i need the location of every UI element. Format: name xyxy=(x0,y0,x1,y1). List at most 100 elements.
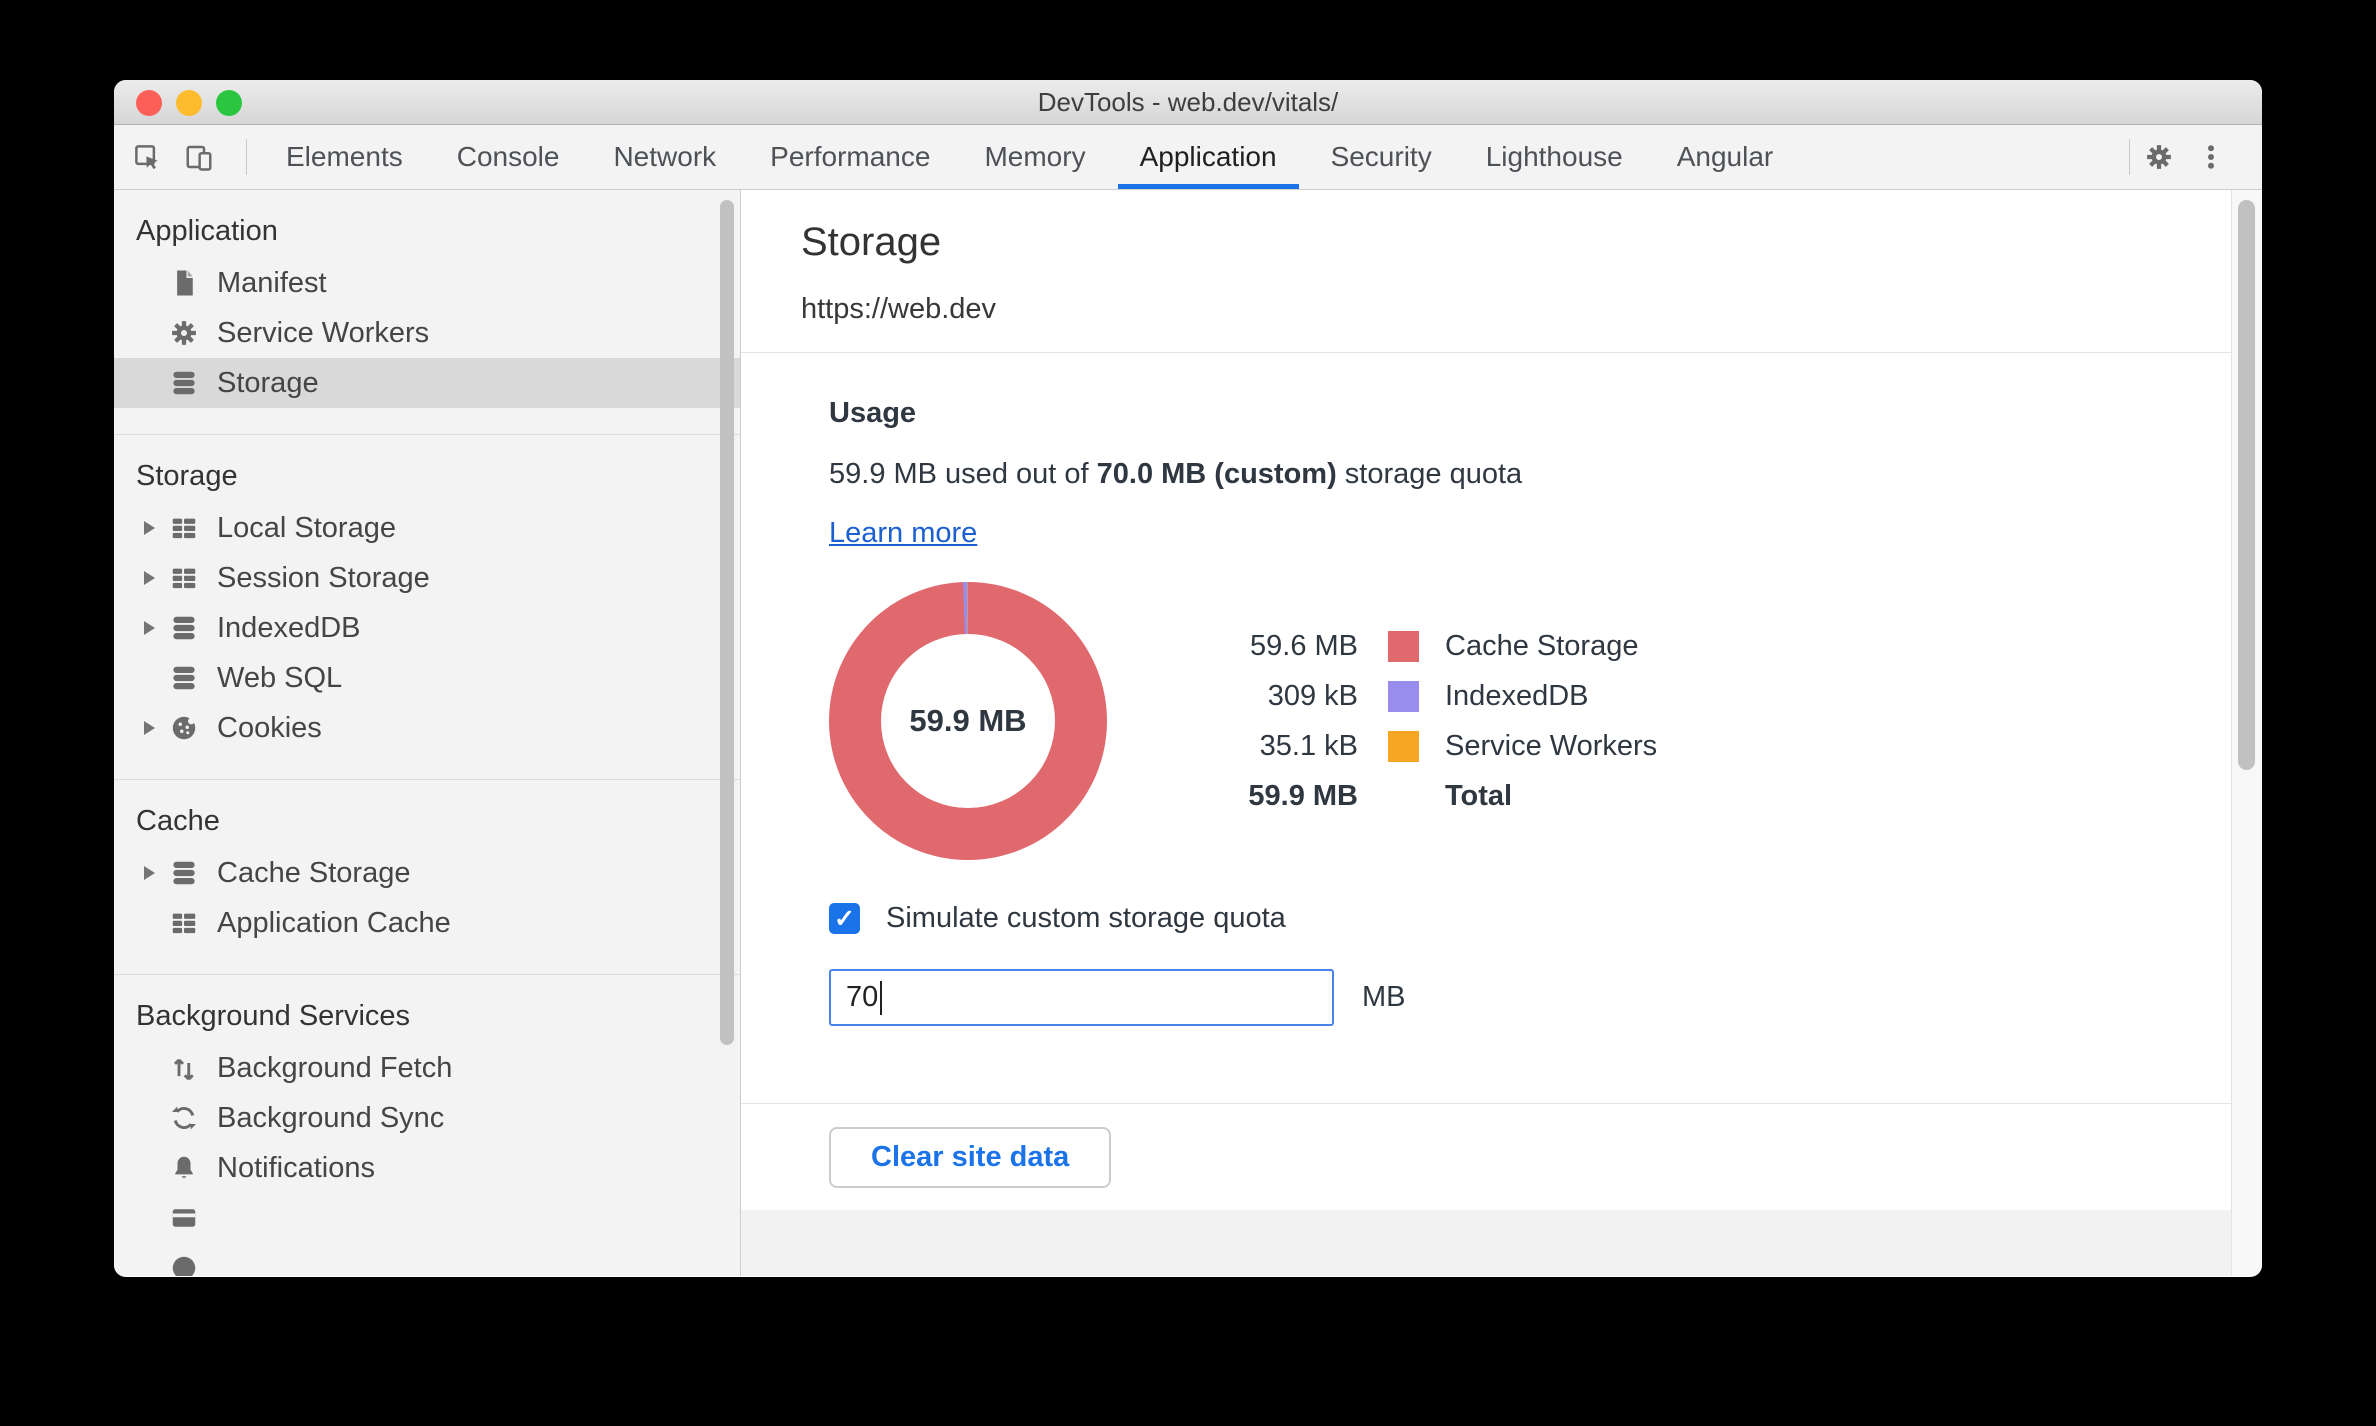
circle-icon xyxy=(169,1253,199,1276)
sidebar-section-application: Application Manifest Service Workers xyxy=(114,204,740,408)
section-header-application: Application xyxy=(136,214,278,247)
sidebar-item-label: Manifest xyxy=(217,266,327,299)
settings-button[interactable] xyxy=(2142,131,2194,183)
expander-triangle-icon[interactable] xyxy=(144,521,155,535)
usage-legend: 59.6 MB Cache Storage 309 kB IndexedDB 3… xyxy=(1193,630,1657,813)
sidebar-item-background-fetch[interactable]: Background Fetch xyxy=(114,1043,740,1093)
quota-prefix: 59.9 MB used out of xyxy=(829,458,1097,490)
storage-donut: 59.9 MB xyxy=(829,582,1107,860)
legend-row: 35.1 kB Service Workers xyxy=(1193,730,1657,763)
expander-triangle-icon[interactable] xyxy=(144,621,155,635)
tab-security[interactable]: Security xyxy=(1330,141,1432,172)
sidebar-item-label: Cookies xyxy=(217,711,322,744)
simulate-quota-row: ✓ Simulate custom storage quota xyxy=(829,902,2231,935)
gear-icon xyxy=(2144,142,2174,172)
more-options-button[interactable] xyxy=(2194,131,2246,183)
usage-chart-row: 59.9 MB 59.6 MB Cache Storage 309 kB Ind… xyxy=(829,582,2231,860)
file-icon xyxy=(169,268,199,298)
credit-card-icon xyxy=(169,1203,199,1233)
tab-elements[interactable]: Elements xyxy=(286,141,403,172)
inspect-element-button[interactable] xyxy=(130,131,182,183)
section-header-storage: Storage xyxy=(136,459,238,492)
text-caret xyxy=(880,980,883,1015)
sidebar-item-local-storage[interactable]: Local Storage xyxy=(114,503,740,553)
database-icon xyxy=(169,368,199,398)
tab-console[interactable]: Console xyxy=(456,141,560,172)
sidebar-item-partial[interactable] xyxy=(114,1243,740,1276)
sidebar-item-web-sql[interactable]: Web SQL xyxy=(114,653,740,703)
sidebar-scrollbar-thumb[interactable] xyxy=(720,200,734,1045)
panel-footer xyxy=(741,1210,2231,1276)
main-scrollbar-thumb[interactable] xyxy=(2238,200,2255,770)
sidebar-section-storage: Storage Local Storage Session Storage xyxy=(114,434,740,753)
legend-swatch xyxy=(1388,680,1419,712)
clear-site-data-button[interactable]: Clear site data xyxy=(829,1126,1112,1188)
sidebar-item-label: IndexedDB xyxy=(217,611,361,644)
page-title: Storage xyxy=(801,220,942,264)
sidebar-item-service-workers[interactable]: Service Workers xyxy=(114,308,740,358)
sidebar-item-label: Background Fetch xyxy=(217,1051,453,1084)
learn-more-link[interactable]: Learn more xyxy=(829,517,978,549)
tab-lighthouse[interactable]: Lighthouse xyxy=(1485,141,1623,172)
tab-angular[interactable]: Angular xyxy=(1676,141,1774,172)
sidebar-item-label: Web SQL xyxy=(217,661,343,694)
sidebar-item-cache-storage[interactable]: Cache Storage xyxy=(114,848,740,898)
quota-suffix: storage quota xyxy=(1336,458,1523,490)
legend-total-row: 59.9 MB Total xyxy=(1193,780,1657,813)
section-header-background-services: Background Services xyxy=(136,999,411,1032)
quota-summary: 59.9 MB used out of 70.0 MB (custom) sto… xyxy=(829,458,2231,491)
sidebar-item-payment-handler[interactable] xyxy=(114,1193,740,1243)
sidebar-item-notifications[interactable]: Notifications xyxy=(114,1143,740,1193)
sidebar-item-storage[interactable]: Storage xyxy=(114,358,740,408)
tab-network[interactable]: Network xyxy=(613,141,717,172)
quota-input[interactable]: 70 xyxy=(829,969,1334,1026)
table-icon xyxy=(169,513,199,543)
main-scrollbar-track[interactable] xyxy=(2231,190,2262,1276)
database-icon xyxy=(169,858,199,888)
devtools-window: DevTools - web.dev/vitals/ Elements Cons… xyxy=(114,80,2262,1277)
tab-application[interactable]: Application xyxy=(1113,125,1304,189)
quota-custom-value: 70.0 MB (custom) xyxy=(1096,458,1337,490)
clear-site-data-bar: Clear site data xyxy=(741,1103,2231,1210)
inspect-cursor-icon xyxy=(132,142,162,172)
sidebar-item-application-cache[interactable]: Application Cache xyxy=(114,898,740,948)
quota-input-value: 70 xyxy=(846,981,879,1013)
origin-label: https://web.dev xyxy=(801,293,997,325)
legend-label: Service Workers xyxy=(1445,729,1658,762)
minimize-window-button[interactable] xyxy=(176,90,202,116)
expander-triangle-icon[interactable] xyxy=(144,866,155,880)
quota-input-row: 70 MB xyxy=(829,969,2231,1026)
legend-label: Cache Storage xyxy=(1445,629,1639,662)
expander-triangle-icon[interactable] xyxy=(144,571,155,585)
kebab-menu-icon xyxy=(2196,142,2226,172)
sidebar-item-indexeddb[interactable]: IndexedDB xyxy=(114,603,740,653)
usage-section: Usage 59.9 MB used out of 70.0 MB (custo… xyxy=(741,353,2231,1103)
panel-tabs: Elements Console Network Performance Mem… xyxy=(259,125,1800,189)
simulate-quota-checkbox[interactable]: ✓ xyxy=(829,903,860,934)
sidebar-item-label: Storage xyxy=(217,366,319,399)
close-window-button[interactable] xyxy=(136,90,162,116)
device-toolbar-button[interactable] xyxy=(182,131,234,183)
sidebar-item-background-sync[interactable]: Background Sync xyxy=(114,1093,740,1143)
legend-value: 35.1 kB xyxy=(1259,729,1358,762)
quota-unit-label: MB xyxy=(1362,981,1406,1013)
legend-value: 59.6 MB xyxy=(1250,629,1358,662)
zoom-window-button[interactable] xyxy=(216,90,242,116)
sidebar-item-label: Application Cache xyxy=(217,906,451,939)
legend-swatch xyxy=(1388,630,1419,662)
expander-triangle-icon[interactable] xyxy=(144,721,155,735)
devtools-body: Application Manifest Service Workers xyxy=(114,190,2262,1276)
tab-performance[interactable]: Performance xyxy=(770,141,931,172)
legend-value: 309 kB xyxy=(1267,679,1358,712)
tab-memory[interactable]: Memory xyxy=(984,141,1086,172)
sidebar-item-manifest[interactable]: Manifest xyxy=(114,258,740,308)
storage-panel: Storage https://web.dev Usage 59.9 MB us… xyxy=(741,190,2231,1276)
sidebar-item-session-storage[interactable]: Session Storage xyxy=(114,553,740,603)
device-toolbar-icon xyxy=(184,142,214,172)
sidebar-item-label: Service Workers xyxy=(217,316,430,349)
sidebar-section-cache: Cache Cache Storage Application Cache xyxy=(114,779,740,948)
toolbar-divider xyxy=(2129,139,2130,175)
sidebar-item-cookies[interactable]: Cookies xyxy=(114,703,740,753)
cookie-icon xyxy=(169,713,199,743)
sidebar-section-background-services: Background Services Background Fetch Bac… xyxy=(114,974,740,1276)
